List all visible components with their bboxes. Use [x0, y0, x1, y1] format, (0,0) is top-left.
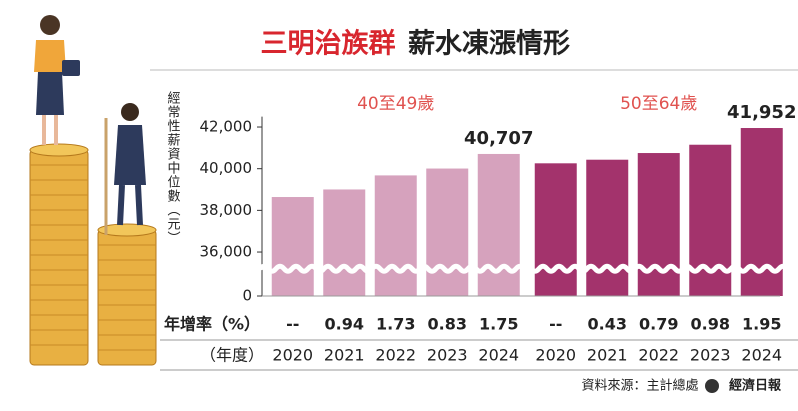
growth-value: 1.75	[479, 315, 518, 334]
series-name: 40至49歲	[357, 94, 434, 114]
y-tick-label: 0	[242, 287, 252, 305]
publisher: 經濟日報	[729, 378, 782, 394]
x-tick-label: 2024	[741, 346, 782, 365]
x-tick-label: 2023	[427, 346, 468, 365]
x-tick-label: 2021	[587, 346, 628, 365]
x-tick-label: 2022	[375, 346, 416, 365]
x-tick-label: 2020	[272, 346, 313, 365]
bar	[586, 159, 629, 296]
title-highlight: 三明治族群	[261, 28, 396, 60]
bar	[374, 175, 417, 296]
series-name: 50至64歲	[620, 94, 697, 114]
growth-value: 0.79	[639, 315, 678, 334]
growth-row-label: 年增率（%）	[164, 315, 260, 334]
bar	[637, 153, 680, 296]
illustration	[29, 15, 157, 366]
axis-break	[521, 263, 797, 274]
growth-value: 0.43	[588, 315, 627, 334]
growth-value: 0.94	[325, 315, 364, 334]
bar	[271, 197, 314, 296]
growth-value: 1.73	[376, 315, 415, 334]
x-axis-label: （年度）	[200, 346, 264, 365]
x-tick-label: 2022	[638, 346, 679, 365]
bar	[426, 168, 469, 296]
growth-value: 0.98	[691, 315, 730, 334]
y-tick-label: 40,000	[200, 159, 253, 177]
growth-value: 0.83	[428, 315, 467, 334]
publisher-logo	[705, 379, 719, 393]
x-tick-label: 2024	[478, 346, 519, 365]
y-tick-label: 36,000	[200, 243, 253, 261]
x-tick-label: 2023	[690, 346, 731, 365]
x-tick-label: 2021	[324, 346, 365, 365]
y-axis-label: 經常性薪資中位數（元）	[165, 91, 181, 245]
growth-value: --	[286, 315, 299, 334]
bar	[477, 153, 520, 296]
x-tick-label: 2020	[535, 346, 576, 365]
bar	[323, 189, 366, 296]
value-label: 41,952	[727, 102, 796, 123]
bar	[534, 163, 577, 296]
source: 資料來源：主計總處	[581, 378, 698, 394]
growth-value: 1.95	[742, 315, 781, 334]
value-label: 40,707	[464, 128, 533, 149]
y-tick-label: 38,000	[200, 201, 253, 219]
chart-title: 薪水凍漲情形	[408, 29, 570, 60]
axis-break	[258, 263, 534, 274]
growth-value: --	[549, 315, 562, 334]
y-tick-label: 42,000	[200, 118, 253, 136]
